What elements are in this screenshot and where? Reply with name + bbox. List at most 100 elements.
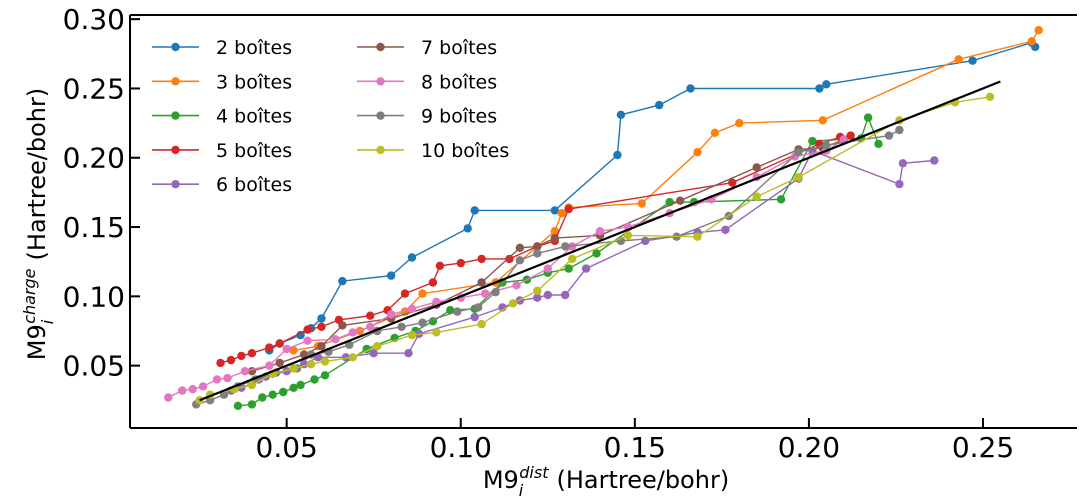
series-8-point [432, 297, 441, 307]
series-8-point [595, 227, 605, 236]
series-4-point [247, 400, 257, 409]
series-4-point [808, 136, 817, 146]
series-10-point [289, 364, 298, 373]
series-9-point [895, 125, 904, 135]
series-7-point [338, 321, 347, 330]
series-2-point [686, 84, 695, 93]
series-3-point [693, 148, 702, 157]
series-10-point [752, 192, 761, 201]
series-6-point [313, 353, 323, 362]
series-4-point [564, 264, 573, 273]
series-8-point [282, 344, 291, 354]
series-2-point [616, 110, 626, 120]
series-3-point [289, 346, 298, 355]
series-10-point [348, 353, 357, 362]
plot-area [164, 26, 1043, 410]
legend-item-3-swatch-marker [171, 77, 180, 86]
y-tick-label: 0.10 [63, 280, 125, 313]
series-2-line [268, 41, 1036, 351]
series-8-point [331, 335, 340, 344]
series-4-point [776, 195, 786, 204]
series-6-point [543, 290, 552, 300]
series-4-point [863, 113, 873, 122]
series-2-point [968, 56, 977, 65]
series-10-point [623, 231, 633, 240]
series-4-point [362, 344, 371, 354]
series-6-point [470, 312, 479, 322]
series-2-point [407, 253, 417, 262]
series-7-point [752, 163, 761, 172]
series-3-point [735, 118, 744, 128]
series-8-point [480, 289, 490, 298]
series-3-point [1034, 26, 1043, 35]
series-7-point [533, 242, 542, 251]
series-10-point [247, 380, 257, 390]
series-8-point [188, 385, 197, 394]
series-5-point [216, 358, 225, 368]
series-4-point [268, 390, 277, 399]
series-8-point [407, 304, 417, 313]
series-8-point [366, 322, 375, 331]
series-9-point [561, 242, 570, 251]
x-tick-label: 0.05 [256, 431, 318, 464]
series-8-point [386, 310, 396, 319]
series-2-point [470, 206, 479, 215]
legend-item-3-label: 3 boîtes [216, 71, 292, 93]
series-5-point [846, 131, 855, 140]
series-2-point [815, 84, 824, 93]
series-8-point [164, 393, 173, 402]
legend-item-8-swatch-marker [376, 77, 385, 86]
series-2-point [613, 150, 622, 160]
series-8-point [223, 373, 232, 383]
series-6-point [641, 236, 650, 246]
series-5-point [477, 254, 486, 264]
series-6-point [581, 264, 591, 273]
series-10-point [533, 286, 542, 295]
y-axis-title: M9icharge(Hartree/bohr) [20, 88, 57, 360]
series-3-point [418, 289, 427, 298]
legend-item-10-label: 10 boîtes [421, 140, 509, 162]
series-5-point [505, 254, 514, 264]
series-3-point [710, 128, 720, 137]
series-5-point [237, 351, 246, 361]
series-10-point [508, 299, 518, 308]
series-5-point [428, 278, 438, 287]
legend-item-9-label: 9 boîtes [421, 106, 497, 128]
series-7-point [477, 278, 486, 287]
legend-item-7-swatch-marker [376, 42, 385, 52]
series-2-point [822, 80, 831, 89]
x-tick-label: 0.15 [604, 431, 666, 464]
x-tick-label: 0.25 [952, 431, 1014, 464]
legend: 2 boîtes 3 boîtes 4 boîtes 5 boîtes 6 boîtes… [152, 37, 509, 196]
series-10-point [985, 92, 995, 102]
series-4-point [296, 380, 305, 390]
series-3-point [818, 116, 827, 125]
legend-item-8-label: 8 boîtes [421, 71, 497, 93]
series-5-point [564, 204, 573, 214]
series-2-point [386, 271, 396, 280]
series-8-point [303, 336, 312, 345]
series-10-point [693, 232, 702, 241]
series-2-point [655, 100, 664, 110]
series-4-point [289, 383, 298, 392]
series-3-line [293, 29, 1040, 352]
series-8-point [265, 361, 274, 370]
legend-item-4-swatch-marker [171, 111, 180, 120]
series-8-point [512, 281, 521, 290]
series-10-point [407, 330, 417, 340]
series-3-point [637, 199, 646, 208]
series-6-point [930, 156, 939, 165]
series-9-point [533, 249, 542, 258]
series-10-point [477, 319, 486, 329]
series-4-point [320, 371, 330, 380]
series-5-point [265, 343, 274, 352]
legend-item-2-swatch-marker [171, 42, 180, 52]
series-7-point [317, 342, 326, 351]
series-6-point [561, 290, 570, 300]
legend-item-6-swatch-marker [171, 180, 180, 189]
series-10-point [794, 173, 803, 182]
legend-item-5-swatch-marker [171, 145, 180, 155]
series-8-point [348, 328, 357, 337]
series-5-point [435, 261, 445, 270]
legend-item-2-label: 2 boîtes [216, 37, 292, 59]
